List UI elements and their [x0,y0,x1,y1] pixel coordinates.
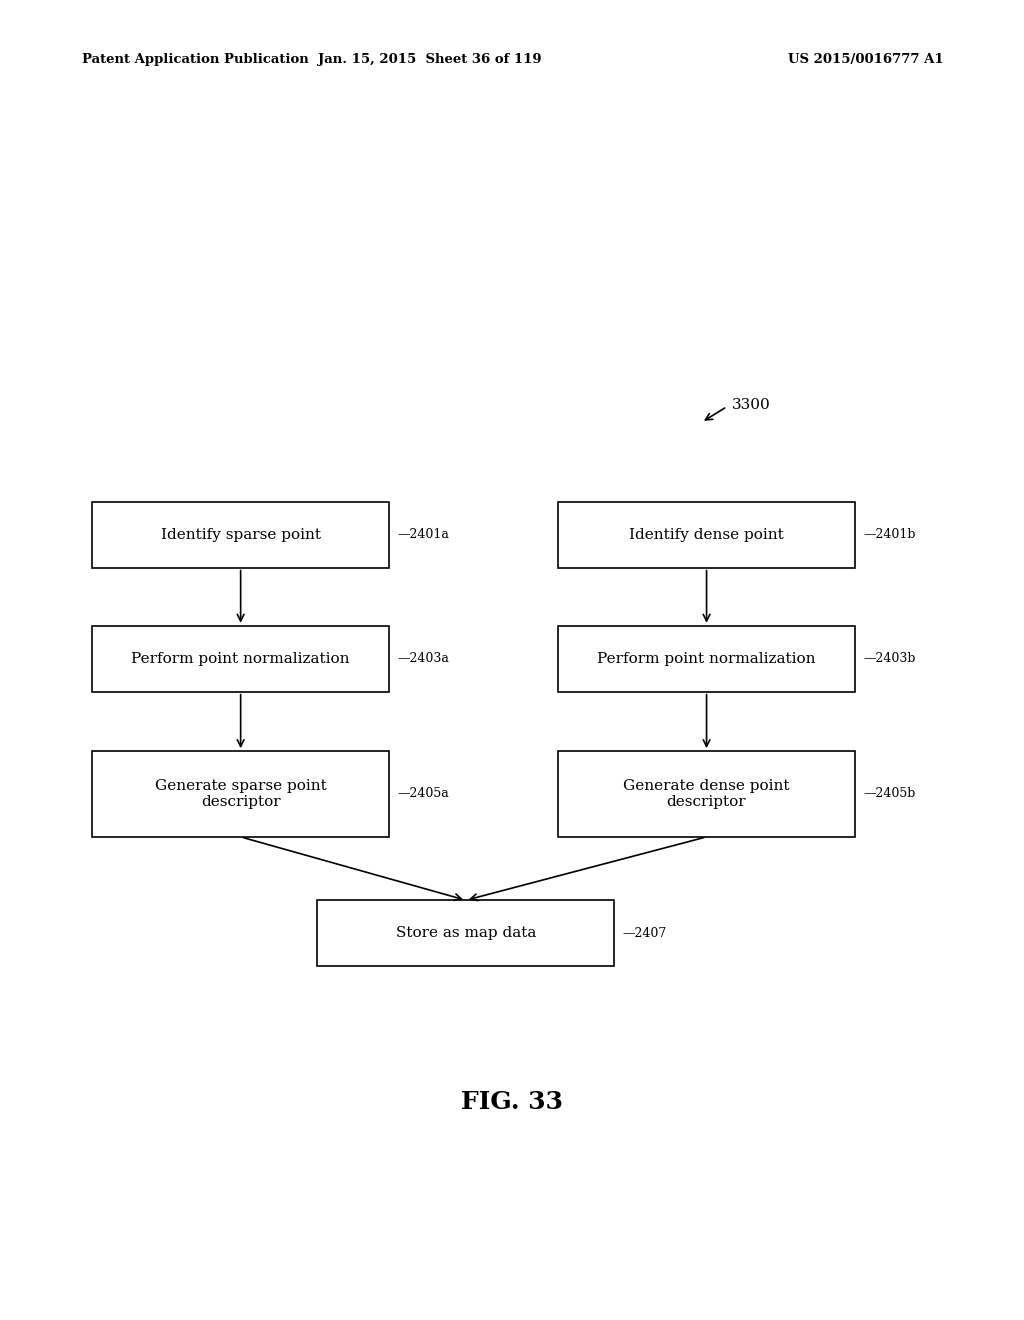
Text: Jan. 15, 2015  Sheet 36 of 119: Jan. 15, 2015 Sheet 36 of 119 [318,53,542,66]
FancyBboxPatch shape [317,900,614,966]
Text: Generate sparse point
descriptor: Generate sparse point descriptor [155,779,327,809]
Text: US 2015/0016777 A1: US 2015/0016777 A1 [788,53,944,66]
FancyBboxPatch shape [92,626,389,692]
Text: FIG. 33: FIG. 33 [461,1090,563,1114]
Text: —2407: —2407 [623,927,667,940]
Text: Perform point normalization: Perform point normalization [597,652,816,665]
FancyBboxPatch shape [92,502,389,568]
FancyBboxPatch shape [558,626,855,692]
Text: —2401a: —2401a [397,528,450,541]
FancyBboxPatch shape [558,502,855,568]
Text: —2405a: —2405a [397,788,450,800]
Text: Generate dense point
descriptor: Generate dense point descriptor [624,779,790,809]
Text: —2401b: —2401b [863,528,915,541]
Text: Perform point normalization: Perform point normalization [131,652,350,665]
Text: 3300: 3300 [732,399,771,412]
FancyBboxPatch shape [558,751,855,837]
Text: Patent Application Publication: Patent Application Publication [82,53,308,66]
Text: —2403a: —2403a [397,652,450,665]
Text: Identify sparse point: Identify sparse point [161,528,321,541]
Text: Store as map data: Store as map data [395,927,537,940]
Text: —2405b: —2405b [863,788,915,800]
Text: —2403b: —2403b [863,652,915,665]
Text: Identify dense point: Identify dense point [629,528,784,541]
FancyBboxPatch shape [92,751,389,837]
